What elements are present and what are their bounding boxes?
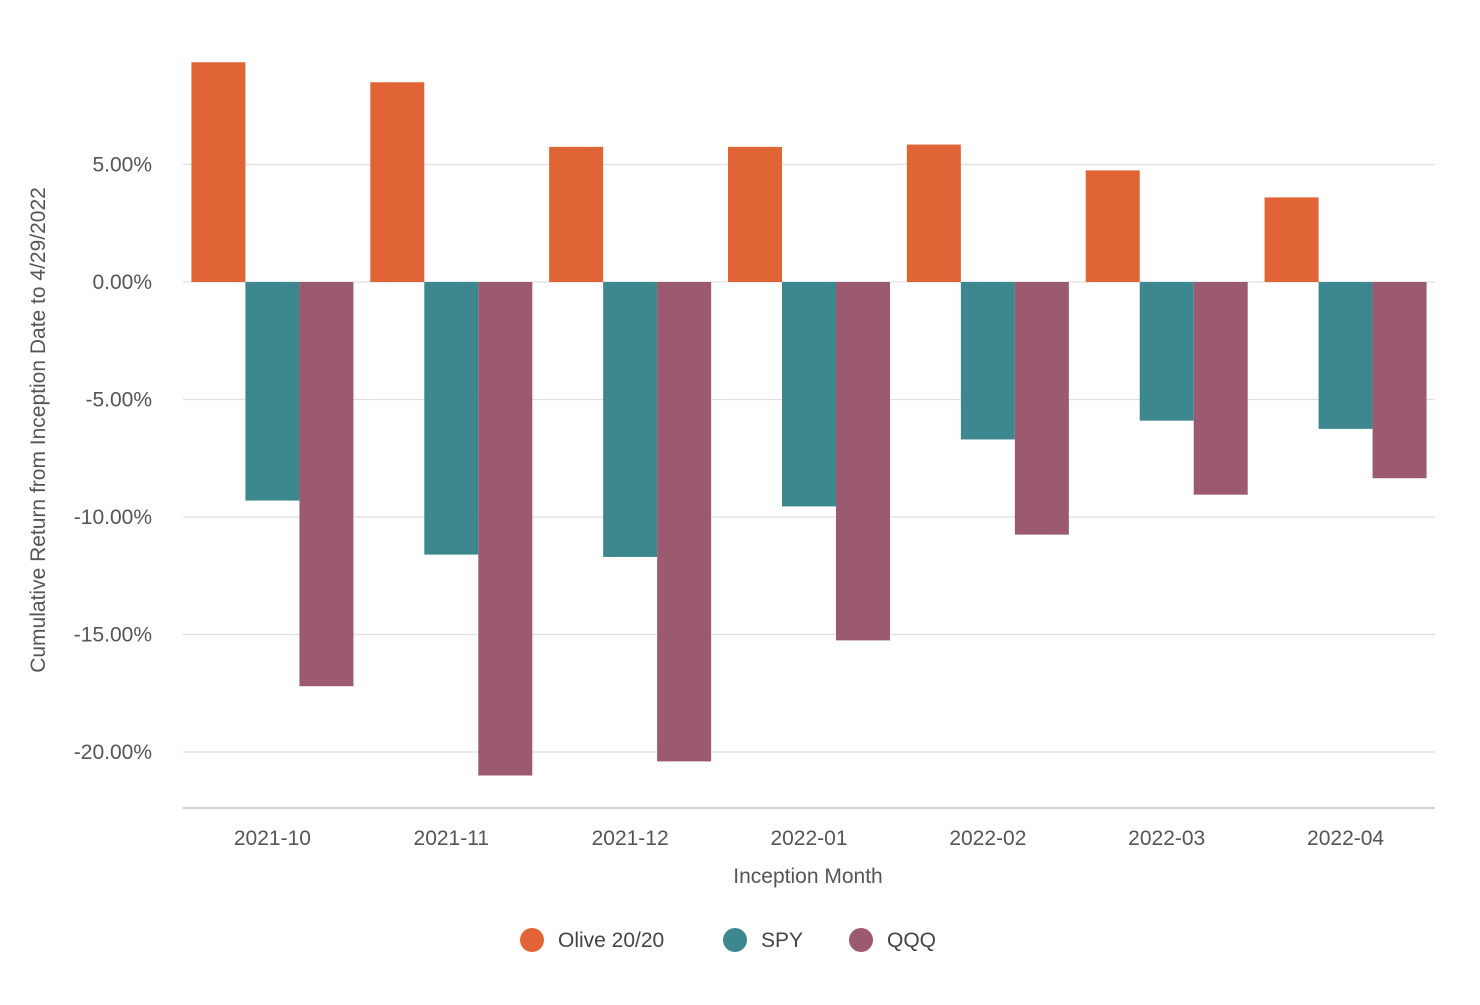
bar-olive-20-20-2021-12 xyxy=(549,146,604,282)
x-tick-label: 2021-12 xyxy=(592,827,669,850)
bar-spy-2022-03 xyxy=(1139,282,1194,421)
bar-spy-2022-02 xyxy=(960,282,1015,440)
bar-qqq-2021-12 xyxy=(657,282,712,762)
bar-spy-2022-01 xyxy=(782,282,836,507)
y-tick-label: -5.00% xyxy=(85,389,152,412)
legend-item[interactable]: Olive 20/20 xyxy=(520,928,664,952)
y-tick-label: -15.00% xyxy=(74,624,152,647)
x-tick-label: 2021-11 xyxy=(414,827,490,850)
y-tick-labels: 5.00% 0.00% -5.00% -10.00% -15.00% -20.00% xyxy=(74,154,152,765)
bar-qqq-2022-03 xyxy=(1193,282,1248,495)
legend-swatch xyxy=(849,928,873,952)
bar-qqq-2022-01 xyxy=(836,282,890,641)
bar-qqq-2021-10 xyxy=(299,282,354,687)
y-tick-label: 5.00% xyxy=(92,154,152,177)
x-tick-label: 2022-01 xyxy=(770,827,847,850)
legend-swatch xyxy=(723,928,747,952)
bar-olive-20-20-2021-10 xyxy=(191,62,246,283)
bars xyxy=(191,62,1427,776)
bar-spy-2021-11 xyxy=(424,282,479,555)
legend-item[interactable]: SPY xyxy=(723,928,803,952)
bar-olive-20-20-2022-03 xyxy=(1085,170,1140,282)
legend-swatch xyxy=(520,928,544,952)
legend-label: Olive 20/20 xyxy=(558,929,664,952)
x-tick-label: 2022-02 xyxy=(949,827,1026,850)
y-tick-label: -20.00% xyxy=(74,741,152,764)
bar-qqq-2021-11 xyxy=(478,282,533,776)
x-tick-labels: 2021-10 2021-11 2021-12 2022-01 2022-02 2022-… xyxy=(234,827,1385,850)
bar-qqq-2022-04 xyxy=(1372,282,1427,479)
bar-olive-20-20-2021-11 xyxy=(370,82,425,282)
legend-label: SPY xyxy=(761,929,803,952)
legend-item[interactable]: QQQ xyxy=(849,928,936,952)
bar-olive-20-20-2022-02 xyxy=(906,144,961,282)
y-axis-title: Cumulative Return from Inception Date to… xyxy=(27,187,50,673)
legend-label: QQQ xyxy=(887,929,936,952)
bar-spy-2021-10 xyxy=(245,282,300,501)
bar-spy-2022-04 xyxy=(1318,282,1373,429)
bar-qqq-2022-02 xyxy=(1014,282,1069,535)
y-tick-label: -10.00% xyxy=(74,506,152,529)
bar-spy-2021-12 xyxy=(603,282,658,557)
x-tick-label: 2022-04 xyxy=(1307,827,1384,850)
x-tick-label: 2021-10 xyxy=(234,827,311,850)
legend: Olive 20/20 SPY QQQ xyxy=(520,928,936,952)
bar-olive-20-20-2022-04 xyxy=(1264,197,1319,282)
x-tick-label: 2022-03 xyxy=(1128,827,1205,850)
y-tick-label: 0.00% xyxy=(92,271,152,294)
x-axis-title: Inception Month xyxy=(733,865,882,888)
bar-olive-20-20-2022-01 xyxy=(728,146,782,282)
